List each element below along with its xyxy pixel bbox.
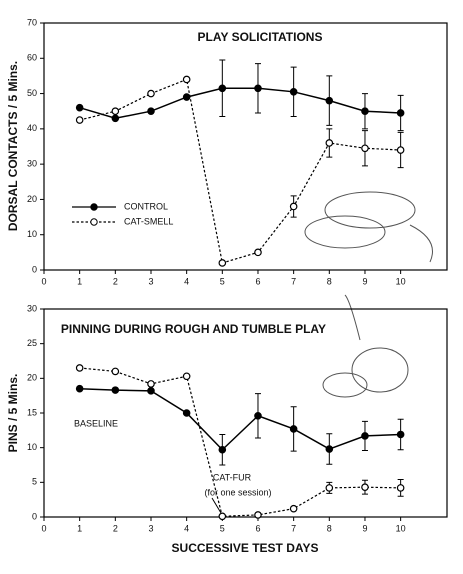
annotation-arrow bbox=[211, 497, 222, 514]
x-tick-label: 2 bbox=[113, 523, 118, 533]
data-point bbox=[254, 411, 262, 420]
data-point bbox=[289, 504, 298, 513]
plot-frame bbox=[43, 22, 448, 271]
data-point bbox=[111, 107, 120, 116]
x-tick-label: 8 bbox=[327, 523, 332, 533]
y-tick-label: 5 bbox=[32, 477, 37, 487]
plot-frame bbox=[43, 308, 448, 518]
data-point bbox=[396, 146, 405, 154]
y-tick-label: 40 bbox=[27, 123, 37, 133]
x-tick-label: 9 bbox=[362, 276, 367, 286]
data-point bbox=[396, 430, 405, 439]
series-label: BASELINE bbox=[74, 418, 118, 428]
y-tick-label: 50 bbox=[27, 88, 37, 98]
data-point bbox=[182, 75, 191, 84]
legend-label: CAT-SMELL bbox=[124, 216, 173, 226]
data-point bbox=[218, 259, 227, 267]
series-line bbox=[79, 87, 401, 120]
x-axis-label: SUCCESSIVE TEST DAYS bbox=[172, 541, 319, 555]
legend-label: CONTROL bbox=[124, 201, 168, 211]
data-point bbox=[182, 93, 191, 101]
y-tick-label: 20 bbox=[27, 373, 37, 383]
x-tick-label: 5 bbox=[220, 523, 225, 533]
x-tick-label: 2 bbox=[113, 276, 118, 286]
x-tick-label: 7 bbox=[291, 523, 296, 533]
y-tick-label: 60 bbox=[27, 53, 37, 63]
data-point bbox=[289, 88, 298, 96]
data-point bbox=[147, 387, 155, 395]
data-point bbox=[254, 511, 262, 519]
series-line bbox=[79, 367, 401, 517]
data-point bbox=[111, 367, 120, 376]
y-axis-label: DORSAL CONTACTS / 5 Mins. bbox=[6, 61, 20, 231]
x-tick-label: 8 bbox=[327, 276, 332, 286]
data-point bbox=[218, 84, 227, 93]
data-point bbox=[75, 384, 84, 393]
y-tick-label: 0 bbox=[32, 264, 37, 274]
data-point bbox=[361, 107, 369, 116]
series-line bbox=[79, 387, 401, 451]
y-tick-label: 0 bbox=[32, 511, 37, 521]
data-point bbox=[325, 484, 334, 492]
annotation: (for one session) bbox=[204, 487, 271, 497]
x-tick-label: 3 bbox=[148, 523, 153, 533]
data-point bbox=[325, 96, 334, 105]
series-label: CAT-FUR bbox=[213, 472, 252, 482]
data-point bbox=[147, 380, 155, 388]
data-point bbox=[254, 84, 262, 93]
x-tick-label: 4 bbox=[184, 523, 189, 533]
data-point bbox=[218, 445, 227, 454]
x-tick-label: 7 bbox=[291, 276, 296, 286]
data-point bbox=[182, 372, 191, 381]
data-point bbox=[147, 107, 155, 116]
data-point bbox=[396, 109, 405, 117]
x-tick-label: 4 bbox=[184, 276, 189, 286]
y-tick-label: 20 bbox=[27, 194, 37, 204]
y-tick-label: 70 bbox=[27, 17, 37, 27]
y-tick-label: 10 bbox=[27, 229, 37, 239]
y-tick-label: 15 bbox=[27, 407, 37, 417]
data-point bbox=[396, 484, 405, 492]
x-tick-label: 5 bbox=[220, 276, 225, 286]
y-axis-label: PINS / 5 Mins. bbox=[6, 374, 20, 453]
data-point bbox=[182, 409, 191, 417]
series-line bbox=[79, 78, 401, 264]
y-tick-label: 30 bbox=[27, 159, 37, 169]
data-point bbox=[75, 103, 84, 112]
x-tick-label: 10 bbox=[396, 523, 406, 533]
x-tick-label: 0 bbox=[41, 276, 46, 286]
data-point bbox=[289, 202, 298, 211]
data-point bbox=[325, 139, 334, 147]
y-tick-label: 25 bbox=[27, 338, 37, 348]
chart-title: PINNING DURING ROUGH AND TUMBLE PLAY bbox=[60, 322, 326, 336]
x-tick-label: 9 bbox=[362, 523, 367, 533]
data-point bbox=[361, 432, 369, 440]
data-point bbox=[289, 425, 298, 433]
data-point bbox=[254, 248, 262, 257]
rat-illustration bbox=[304, 191, 433, 398]
x-tick-label: 6 bbox=[255, 276, 260, 286]
chart-title: PLAY SOLICITATIONS bbox=[198, 30, 323, 44]
legend-marker bbox=[90, 218, 98, 226]
data-point bbox=[218, 512, 227, 521]
data-point bbox=[75, 116, 84, 124]
x-tick-label: 10 bbox=[396, 276, 406, 286]
x-tick-label: 6 bbox=[255, 523, 260, 533]
data-point bbox=[111, 114, 120, 123]
data-point bbox=[75, 364, 84, 372]
data-point bbox=[111, 386, 120, 394]
data-point bbox=[147, 89, 155, 98]
legend-marker bbox=[90, 203, 98, 211]
x-tick-label: 3 bbox=[148, 276, 153, 286]
data-point bbox=[325, 445, 334, 453]
x-tick-label: 1 bbox=[77, 523, 82, 533]
x-tick-label: 1 bbox=[77, 276, 82, 286]
data-point bbox=[361, 483, 369, 491]
data-point bbox=[361, 144, 369, 153]
x-tick-label: 0 bbox=[41, 523, 46, 533]
y-tick-label: 30 bbox=[27, 303, 37, 313]
y-tick-label: 10 bbox=[27, 442, 37, 452]
